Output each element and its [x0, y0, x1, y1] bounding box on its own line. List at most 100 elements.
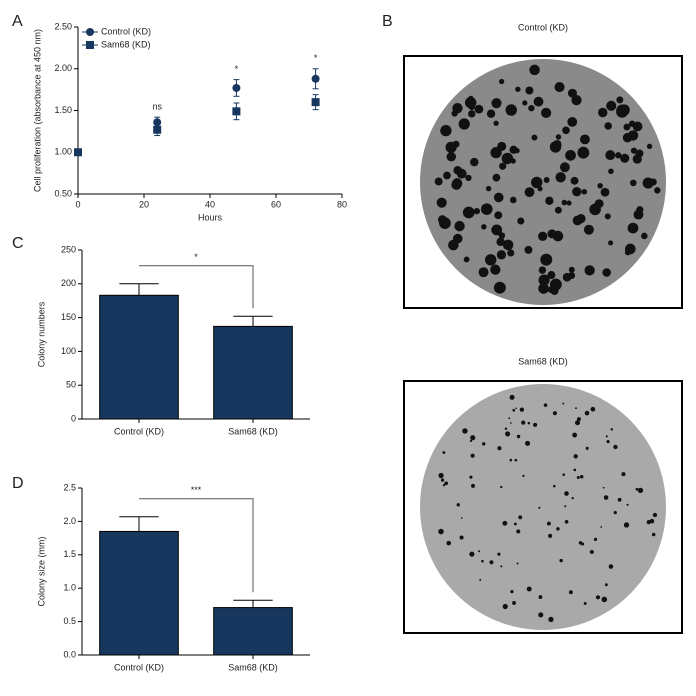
colony: [463, 256, 470, 263]
x-axis-label: Hours: [198, 212, 223, 222]
colony: [470, 157, 479, 167]
colony: [577, 417, 581, 421]
colony: [538, 612, 544, 618]
colony: [469, 475, 473, 479]
colony: [652, 512, 658, 518]
colony: [616, 105, 629, 118]
y-tick-label: 50: [66, 380, 76, 390]
colony: [552, 411, 557, 416]
colony: [627, 130, 639, 141]
colony: [468, 110, 476, 118]
x-tick-label: 0: [75, 199, 80, 209]
y-tick-label: 2.00: [54, 63, 72, 73]
colony: [519, 407, 525, 412]
colony: [505, 104, 517, 116]
colony: [537, 186, 543, 192]
colony: [545, 196, 554, 205]
colony: [515, 407, 518, 410]
colony: [636, 206, 644, 214]
colony: [452, 140, 460, 148]
colony: [538, 274, 550, 286]
colony: [443, 171, 451, 180]
bar: [213, 607, 293, 656]
colony: [514, 147, 520, 154]
colony: [509, 458, 513, 462]
colony: [462, 428, 468, 434]
annotation: *: [235, 64, 239, 74]
colony: [481, 559, 484, 563]
colonies: [434, 64, 661, 295]
colony: [540, 253, 553, 266]
annotation: ns: [152, 102, 162, 112]
colony: [630, 179, 637, 187]
colony: [510, 589, 514, 594]
panel-label: C: [12, 235, 24, 252]
colony: [473, 207, 480, 215]
colony: [613, 444, 618, 450]
colony: [442, 483, 446, 487]
colony: [623, 123, 631, 131]
colony: [458, 118, 470, 130]
colony: [581, 188, 588, 195]
colony: [576, 476, 580, 480]
y-tick-label: 1.0: [63, 583, 76, 593]
colony: [496, 250, 507, 260]
colony: [601, 596, 608, 603]
colony: [584, 410, 590, 416]
colony: [651, 532, 656, 537]
colony: [561, 199, 568, 206]
colony: [621, 472, 626, 477]
annotation: *: [314, 53, 318, 63]
colony: [608, 168, 614, 175]
colony: [646, 143, 653, 150]
colony: [576, 213, 586, 224]
colony: [533, 422, 538, 427]
colony: [514, 522, 517, 526]
colony: [493, 281, 506, 294]
colony: [471, 435, 473, 438]
colony: [628, 120, 636, 127]
colony: [617, 497, 622, 502]
colony: [529, 64, 540, 76]
colony: [568, 271, 576, 280]
colony: [500, 565, 503, 568]
colony: [496, 237, 505, 247]
colony: [453, 166, 462, 175]
colony: [585, 446, 589, 450]
colony: [510, 422, 512, 424]
colony: [497, 141, 507, 151]
colony: [442, 451, 446, 454]
colony: [543, 403, 548, 407]
colony: [602, 268, 611, 277]
dish: [420, 384, 666, 630]
y-tick-label: 0.50: [54, 188, 72, 198]
colony: [571, 95, 582, 106]
x-tick-label: 40: [205, 199, 215, 209]
colony: [600, 526, 603, 528]
point: [74, 148, 82, 157]
colony: [436, 197, 447, 208]
colony: [491, 98, 502, 109]
colony: [568, 266, 575, 273]
colony: [437, 215, 447, 225]
colony: [568, 590, 573, 595]
colony: [540, 107, 552, 118]
colony: [498, 78, 505, 85]
colony: [516, 434, 521, 439]
colony: [589, 549, 594, 555]
colony: [471, 483, 476, 488]
colony: [440, 478, 445, 482]
colony: [501, 152, 514, 165]
colony: [509, 394, 515, 400]
colony: [570, 176, 579, 185]
bar: [99, 530, 179, 656]
colony: [508, 417, 511, 420]
colony: [448, 239, 459, 251]
colony: [489, 560, 494, 565]
colony: [548, 533, 553, 538]
colony: [478, 550, 481, 553]
colony: [527, 421, 531, 425]
colony: [553, 484, 556, 488]
colony: [462, 206, 475, 219]
